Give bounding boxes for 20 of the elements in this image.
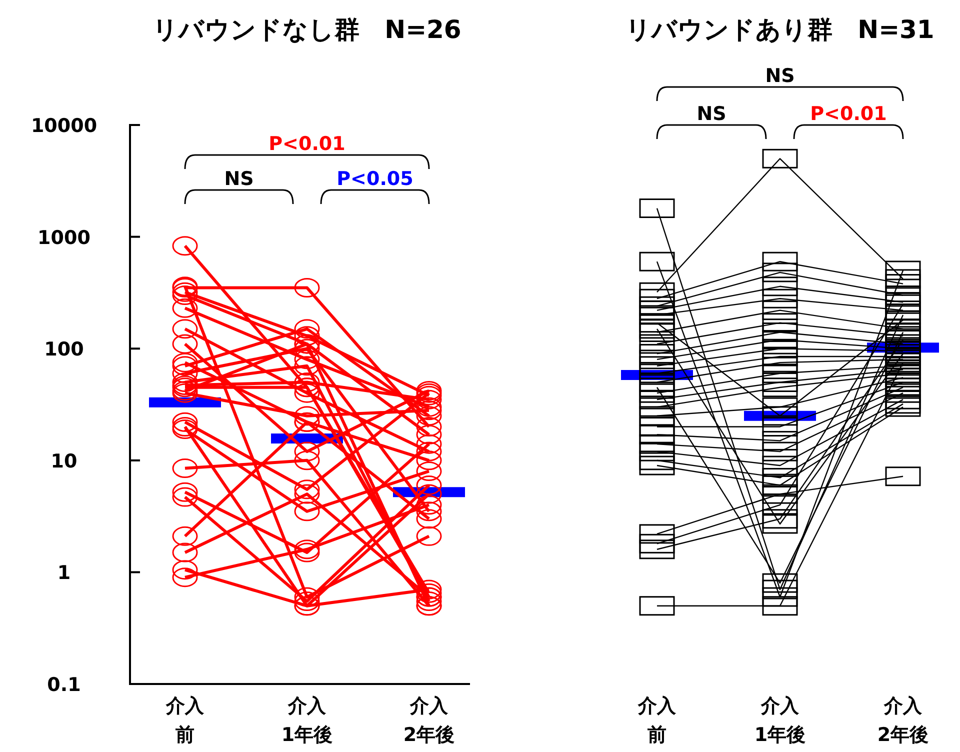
x-tick-label: 介入1年後 <box>281 695 333 746</box>
y-tick-label: 1 <box>57 562 71 584</box>
chart-title: リバウンドなし群 N=26 <box>152 15 462 44</box>
x-tick-label: 介入2年後 <box>877 695 929 746</box>
text: NS <box>765 65 795 87</box>
chart-title: リバウンドあり群 N=31 <box>626 15 934 44</box>
y-tick-label: 100 <box>44 338 84 361</box>
y-tick-label: 1000 <box>38 226 90 249</box>
y-tick-label: 10 <box>50 450 78 472</box>
y-tick-label: 0.1 <box>47 674 81 696</box>
text: NS <box>696 103 726 125</box>
annotation: P<0.05 <box>336 168 414 190</box>
y-tick-label: 10000 <box>30 115 98 137</box>
x-tick-label: 介入前 <box>637 695 677 746</box>
x-tick-label: 介入2年後 <box>403 695 455 746</box>
x-tick-label: 介入1年後 <box>754 695 806 746</box>
x-tick-label: 介入前 <box>165 695 205 746</box>
text: P<0.01 <box>810 103 887 125</box>
annotation: P<0.01 <box>268 133 346 155</box>
annotation: NS <box>224 168 254 190</box>
